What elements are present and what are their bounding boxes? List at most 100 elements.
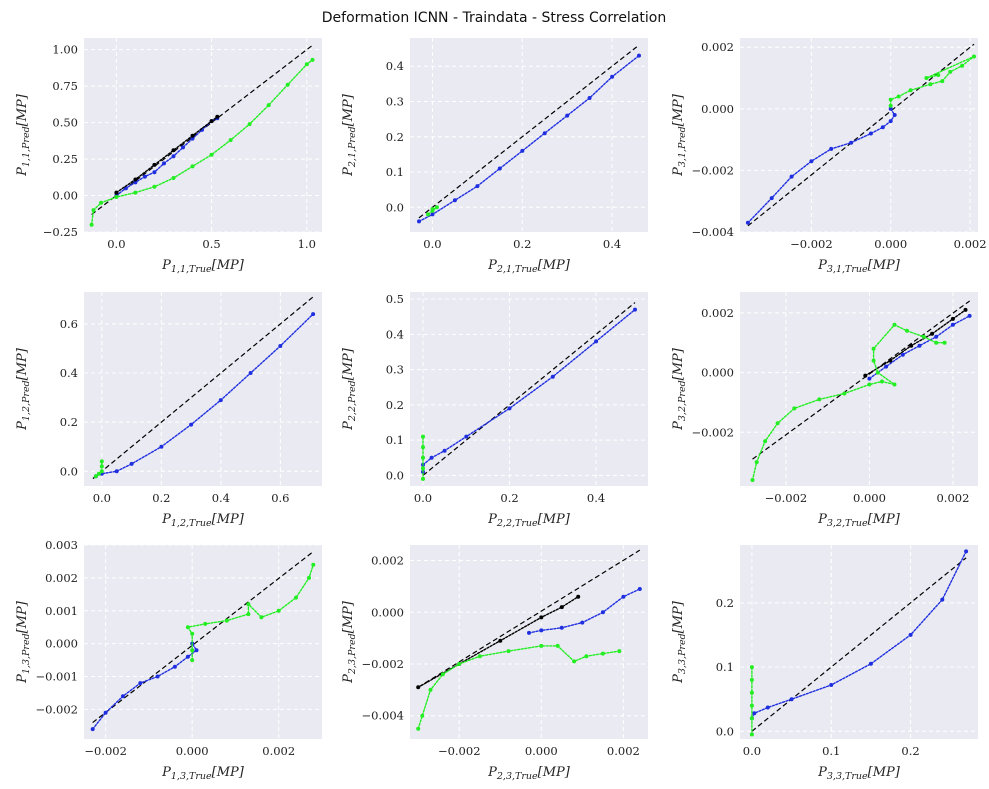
x-tick-label: 0.4 (587, 491, 605, 505)
data-point-green (749, 716, 754, 721)
data-point-green (203, 621, 208, 626)
data-point-black (963, 307, 968, 312)
data-point-blue (90, 727, 95, 732)
data-point-blue (429, 455, 434, 460)
data-point-blue (633, 307, 637, 312)
data-point-green (936, 73, 941, 77)
data-point-green (420, 713, 425, 718)
data-point-blue (967, 313, 972, 318)
data-point-blue (849, 140, 854, 145)
data-point-blue (940, 597, 945, 602)
data-point-black (539, 615, 544, 620)
identity-line (422, 302, 636, 476)
data-point-blue (278, 344, 283, 348)
data-point-blue (587, 96, 592, 100)
x-axis-label: P2,3,True[MP] (487, 765, 571, 782)
data-point-green (171, 176, 176, 180)
data-point-green (426, 212, 430, 217)
x-axis-label: P3,2,True[MP] (817, 512, 901, 529)
axes-background (410, 38, 648, 232)
data-point-green (905, 328, 909, 333)
data-point-blue (123, 186, 128, 191)
data-point-green (246, 602, 251, 607)
data-point-green (972, 54, 976, 59)
data-point-blue (155, 674, 160, 679)
data-point-blue (892, 113, 897, 117)
y-tick-label: −0.001 (35, 670, 78, 684)
x-tick-label: 0.000 (853, 491, 886, 505)
data-point-blue (900, 352, 905, 357)
x-tick-label: −0.002 (438, 744, 481, 758)
data-point-green (942, 340, 947, 345)
data-point-blue (194, 648, 199, 653)
data-point-green (430, 207, 435, 212)
data-point-blue (580, 620, 585, 625)
y-tick-label: 0.1 (716, 660, 734, 674)
y-tick-label: 0.2 (386, 130, 404, 144)
x-tick-label: 0.002 (936, 491, 969, 505)
series-green-trace (751, 324, 946, 481)
data-point-blue (621, 594, 626, 599)
data-point-green (749, 665, 754, 670)
figure-title: Deformation ICNN - Traindata - Stress Co… (322, 10, 666, 26)
identity-line (751, 557, 967, 732)
data-point-green (114, 195, 119, 199)
data-point-green (960, 63, 965, 68)
subplot-4: 0.0 0.2 0.4 0.6 0.0 0.2 0.4 0.6 P1,2,True[MP] P1,… (15, 292, 322, 529)
data-point-blue (610, 74, 615, 79)
data-point-green (539, 643, 544, 648)
data-point-green (276, 608, 281, 613)
data-point-green (928, 82, 933, 87)
data-point-blue (142, 174, 147, 179)
identity-line (92, 551, 314, 724)
data-point-blue (867, 376, 872, 381)
data-point-green (871, 358, 876, 363)
x-tick-label: 0.000 (176, 744, 209, 758)
data-point-blue (880, 125, 885, 130)
data-point-blue (829, 683, 834, 687)
x-tick-label: 0.0 (93, 491, 111, 505)
data-point-green (421, 466, 425, 471)
data-point-blue (520, 148, 525, 153)
data-point-green (421, 476, 425, 481)
identity-line (418, 44, 640, 219)
data-point-green (775, 421, 780, 426)
subplot-5: 0.0 0.2 0.4 0.0 0.1 0.2 0.3 0.4 0.5 P2,2,True[MP]… (341, 292, 648, 529)
subplot-1: 0.0 0.5 1.0 −0.25 0.00 0.25 0.50 0.75 1.00 P1,1,T… (15, 38, 322, 275)
x-tick-label: 0.1 (822, 744, 840, 758)
x-axis-label: P2,1,True[MP] (487, 258, 571, 275)
data-point-green (750, 478, 755, 482)
data-point-green (259, 615, 264, 620)
data-point-black (190, 133, 195, 138)
data-point-green (867, 382, 872, 387)
data-point-blue (430, 212, 435, 217)
data-point-green (96, 471, 101, 476)
data-point-green (896, 94, 901, 99)
data-point-green (91, 208, 96, 213)
data-point-green (428, 687, 433, 692)
data-point-green (190, 631, 195, 636)
data-point-blue (248, 371, 253, 375)
data-point-blue (152, 170, 157, 175)
data-point-blue (752, 711, 757, 716)
y-tick-label: 0.2 (716, 596, 734, 610)
data-point-green (888, 103, 893, 108)
x-tick-label: 0.0 (743, 744, 761, 758)
y-tick-label: 0.6 (60, 317, 78, 331)
data-point-blue (769, 196, 774, 201)
y-tick-label: 0.4 (386, 59, 404, 73)
data-point-blue (442, 448, 447, 453)
y-tick-label: 0.000 (701, 366, 734, 380)
data-point-green (440, 672, 445, 677)
x-tick-label: 0.2 (513, 237, 531, 251)
data-point-black (576, 594, 581, 599)
data-point-blue (527, 630, 531, 635)
subplot-7: −0.002 0.000 0.002 −0.002 −0.001 0.000 0.001 0.… (15, 538, 322, 782)
x-tick-label: −0.002 (765, 491, 808, 505)
data-point-green (842, 391, 847, 396)
y-axis-label: P2,1,Pred[MP] (341, 93, 358, 177)
data-point-green (948, 69, 953, 74)
x-tick-label: 0.0 (414, 491, 432, 505)
series-blue-trace (95, 313, 314, 477)
x-tick-label: −0.002 (84, 744, 127, 758)
